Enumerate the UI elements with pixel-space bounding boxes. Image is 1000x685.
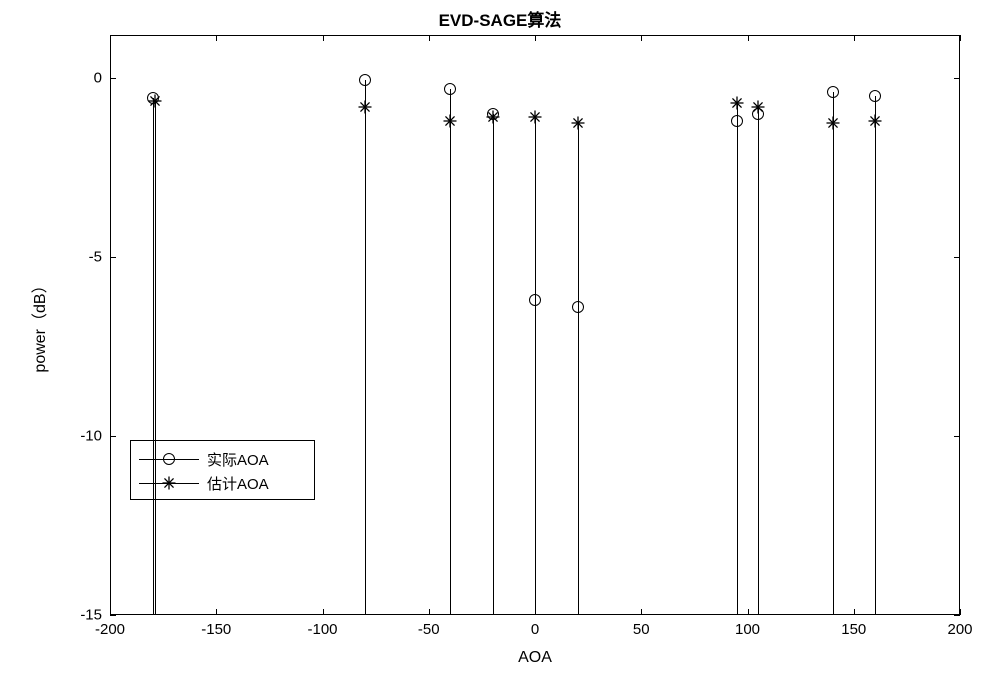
stem-line [155, 101, 156, 615]
x-tick-label: 200 [947, 621, 972, 638]
stem-line [153, 98, 154, 615]
stem-line [833, 123, 834, 615]
x-tick-mark [641, 609, 642, 615]
stem-line [875, 121, 876, 615]
stem-line [737, 103, 738, 615]
x-tick-mark [960, 609, 961, 615]
stem-line [758, 107, 759, 615]
y-tick-mark [110, 436, 116, 437]
marker-circle [444, 83, 456, 95]
y-tick-mark [110, 257, 116, 258]
y-axis-label: power（dB） [26, 277, 50, 372]
stem-line [578, 123, 579, 615]
legend-row: 实际AOA [139, 447, 306, 471]
x-tick-mark [429, 35, 430, 41]
chart-title: EVD-SAGE算法 [0, 6, 1000, 31]
x-tick-label: 0 [531, 621, 539, 638]
legend-row: 估计AOA [139, 471, 306, 495]
stem-line [493, 117, 494, 615]
x-axis-label: AOA [518, 649, 552, 667]
x-tick-mark [429, 609, 430, 615]
y-tick-label: 0 [70, 69, 102, 86]
x-tick-mark [323, 609, 324, 615]
y-tick-mark [954, 257, 960, 258]
y-tick-mark [110, 615, 116, 616]
stem-line [450, 121, 451, 615]
marker-circle [163, 453, 175, 465]
x-tick-mark [854, 609, 855, 615]
x-tick-mark [641, 35, 642, 41]
x-tick-label: -50 [418, 621, 440, 638]
x-tick-mark [216, 609, 217, 615]
x-tick-mark [748, 609, 749, 615]
x-tick-label: -200 [95, 621, 125, 638]
stem-line [535, 117, 536, 615]
marker-circle [359, 74, 371, 86]
x-tick-mark [960, 35, 961, 41]
x-tick-label: 150 [841, 621, 866, 638]
legend-sample [139, 447, 199, 471]
x-tick-mark [216, 35, 217, 41]
y-tick-mark [954, 78, 960, 79]
legend: 实际AOA 估计AOA [130, 440, 315, 500]
figure: EVD-SAGE算法 AOA power（dB） 实际AOA 估计AOA -200… [0, 0, 1000, 685]
x-tick-mark [323, 35, 324, 41]
x-tick-mark [748, 35, 749, 41]
legend-sample [139, 471, 199, 495]
stem-line [365, 107, 366, 615]
y-tick-mark [954, 615, 960, 616]
marker-circle [869, 90, 881, 102]
marker-circle [827, 86, 839, 98]
legend-label: 估计AOA [207, 473, 269, 494]
x-tick-label: 50 [633, 621, 650, 638]
x-tick-label: -150 [201, 621, 231, 638]
y-tick-label: -10 [70, 427, 102, 444]
x-tick-mark [854, 35, 855, 41]
marker-star [163, 477, 176, 490]
y-tick-mark [110, 78, 116, 79]
x-tick-label: -100 [307, 621, 337, 638]
x-tick-mark [535, 35, 536, 41]
y-tick-label: -15 [70, 607, 102, 624]
x-tick-mark [110, 35, 111, 41]
y-tick-label: -5 [70, 248, 102, 265]
y-tick-mark [954, 436, 960, 437]
x-tick-label: 100 [735, 621, 760, 638]
legend-label: 实际AOA [207, 449, 269, 470]
